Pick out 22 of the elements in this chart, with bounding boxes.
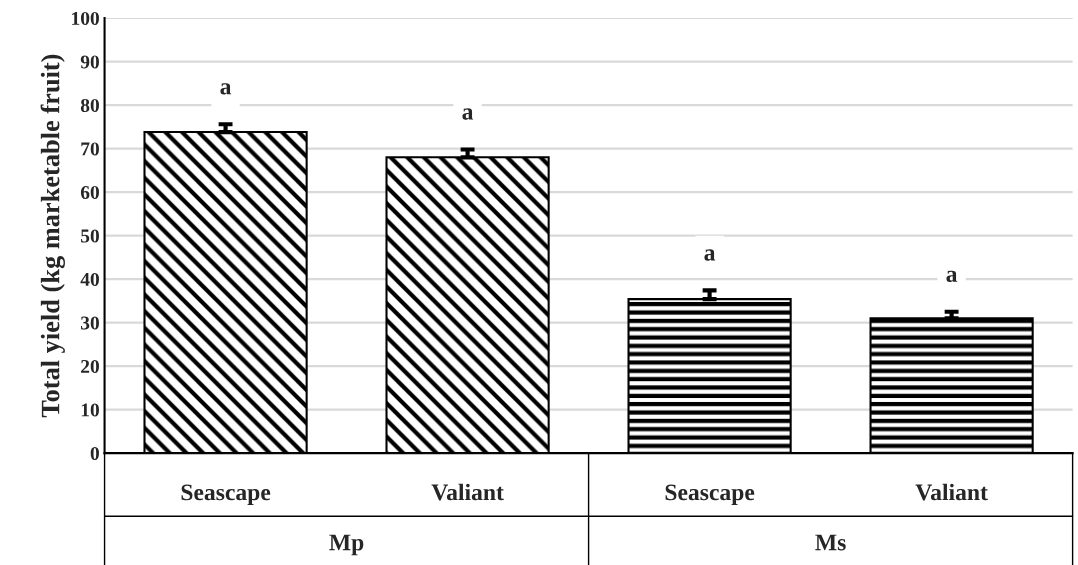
y-tick-label: 50 [81,229,99,243]
text: Mp [329,534,364,556]
y-tick-label: 90 [80,55,99,69]
y-tick-label: 60 [80,185,99,200]
y-tick-label: 20 [81,359,99,374]
x-tick-label: Valiant [431,483,504,501]
y-tick-label: 100 [72,11,99,26]
y-tick-label: 0 [90,446,99,461]
x-tick-label: Seascape [181,484,271,506]
x-tick-label: Valiant [915,483,988,501]
y-tick-label: 80 [80,98,99,113]
data-label: a [946,270,958,282]
y-axis-title: Total yield (kg marketable fruit) [40,54,65,418]
data-label: a [704,249,716,261]
y-tick-label: 10 [81,403,99,417]
y-tick-label: 30 [80,316,99,330]
text: Ms [815,534,846,551]
x-tick-label: Seascape [665,484,755,506]
y-tick-label: 40 [80,272,99,287]
data-label: a [220,83,232,95]
data-label: a [462,108,474,120]
y-tick-label: 70 [81,142,99,156]
